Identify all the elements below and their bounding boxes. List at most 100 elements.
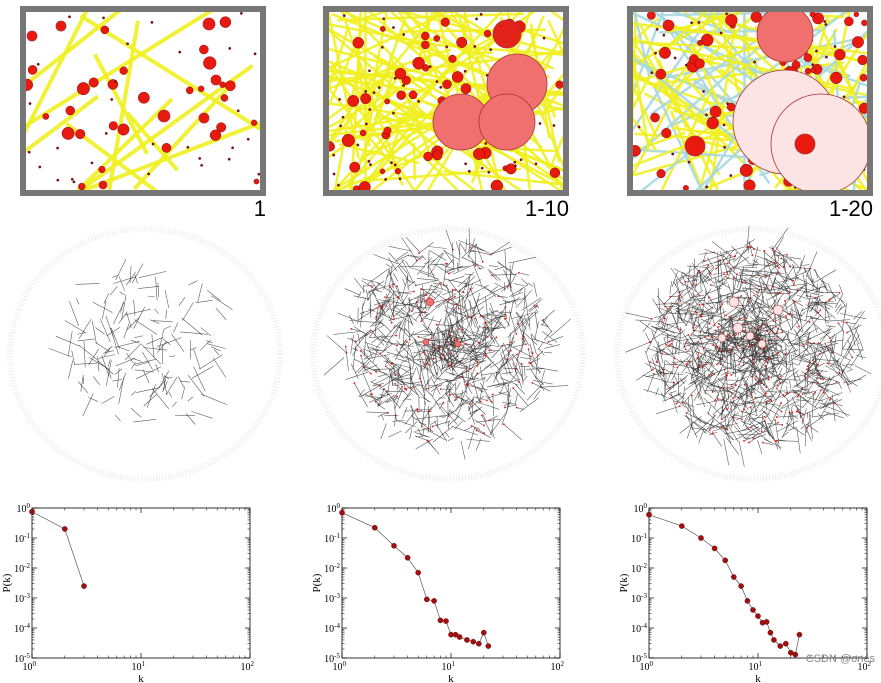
- network-node: [777, 421, 779, 424]
- network-edge: [468, 364, 492, 382]
- network-edge: [363, 354, 391, 360]
- network-edge: [775, 246, 791, 267]
- network-edge: [485, 337, 497, 351]
- network-edge: [813, 390, 822, 404]
- network-edge: [123, 323, 130, 339]
- network-edge: [625, 341, 652, 353]
- network-edge: [505, 299, 516, 303]
- node: [358, 181, 371, 190]
- network-edge: [742, 358, 745, 366]
- node: [704, 113, 708, 117]
- network-edge: [707, 348, 720, 372]
- network-edge: [455, 399, 465, 421]
- network-edge: [389, 269, 394, 289]
- network-node: [735, 384, 737, 387]
- network-node: [722, 387, 725, 390]
- network-edge: [732, 266, 757, 268]
- network-edge: [832, 394, 836, 422]
- network-edge: [789, 266, 811, 269]
- network-edge: [524, 293, 529, 320]
- network-node: [837, 322, 840, 325]
- network-edge: [785, 349, 799, 356]
- network-node: [674, 363, 677, 366]
- network-edge: [672, 334, 682, 344]
- network-edge: [516, 312, 522, 318]
- network-edge: [404, 408, 418, 425]
- network-edge: [131, 361, 136, 370]
- network-node: [754, 327, 757, 330]
- network-node: [409, 387, 412, 390]
- network-edge: [738, 440, 745, 467]
- network-edge: [697, 352, 699, 379]
- data-point: [404, 554, 411, 561]
- network-edge: [537, 367, 559, 372]
- network-edge: [402, 278, 406, 287]
- network-edge: [187, 375, 205, 397]
- node: [28, 102, 32, 105]
- network-edge: [746, 240, 755, 250]
- network-edge: [784, 300, 788, 312]
- node: [384, 98, 391, 105]
- network-edge: [477, 386, 485, 393]
- network-edge: [772, 227, 789, 249]
- road: [665, 12, 708, 49]
- network-edge: [756, 310, 760, 337]
- road: [125, 111, 179, 172]
- network-node: [716, 363, 718, 366]
- network-edge: [389, 286, 406, 307]
- network-edge: [402, 320, 406, 345]
- network-edge: [479, 366, 483, 381]
- network-edge: [732, 274, 738, 294]
- node: [662, 33, 666, 37]
- network-edge: [191, 365, 214, 379]
- network-edge: [749, 290, 760, 297]
- network-edge: [646, 327, 658, 353]
- network-edge: [709, 375, 728, 385]
- network-edge: [712, 405, 724, 416]
- network-edge: [664, 374, 667, 398]
- network-node: [808, 321, 811, 323]
- network-node: [417, 335, 420, 338]
- network-edge: [844, 334, 860, 359]
- network-edge: [386, 397, 399, 403]
- network-edge: [447, 343, 450, 363]
- network-node: [479, 400, 482, 403]
- network-node: [711, 391, 714, 393]
- network-node: [760, 430, 763, 433]
- network-edge: [736, 305, 753, 307]
- node: [654, 51, 657, 55]
- node: [442, 79, 452, 90]
- network-edge: [819, 398, 831, 420]
- network-edge: [401, 275, 409, 298]
- network-edge: [733, 246, 751, 263]
- network-node: [663, 317, 666, 320]
- network-node: [430, 337, 433, 340]
- network-edge: [394, 298, 413, 316]
- network-edge: [705, 392, 714, 399]
- node: [460, 83, 472, 94]
- network-edge: [771, 367, 783, 393]
- network-edge: [415, 438, 434, 450]
- x-tick-label: 101: [442, 660, 456, 673]
- network-node: [406, 341, 408, 343]
- network-edge: [369, 335, 397, 338]
- network-edge: [485, 296, 489, 319]
- data-point: [744, 598, 751, 604]
- network-edge: [707, 377, 726, 387]
- network-edge: [449, 365, 455, 372]
- node: [402, 84, 405, 87]
- network-edge: [807, 381, 832, 386]
- network-edge: [494, 282, 506, 290]
- network-edge: [821, 402, 834, 406]
- network-edge: [392, 372, 414, 381]
- network-edge: [464, 280, 467, 288]
- network-edge: [487, 391, 508, 399]
- network-edge: [765, 258, 773, 276]
- network-edge: [426, 348, 432, 369]
- network-edge: [769, 292, 785, 313]
- x-tick-label: 101: [749, 660, 763, 673]
- node: [119, 66, 128, 75]
- network-edge: [541, 385, 569, 388]
- network-edge: [770, 370, 775, 379]
- network-edge: [445, 368, 467, 387]
